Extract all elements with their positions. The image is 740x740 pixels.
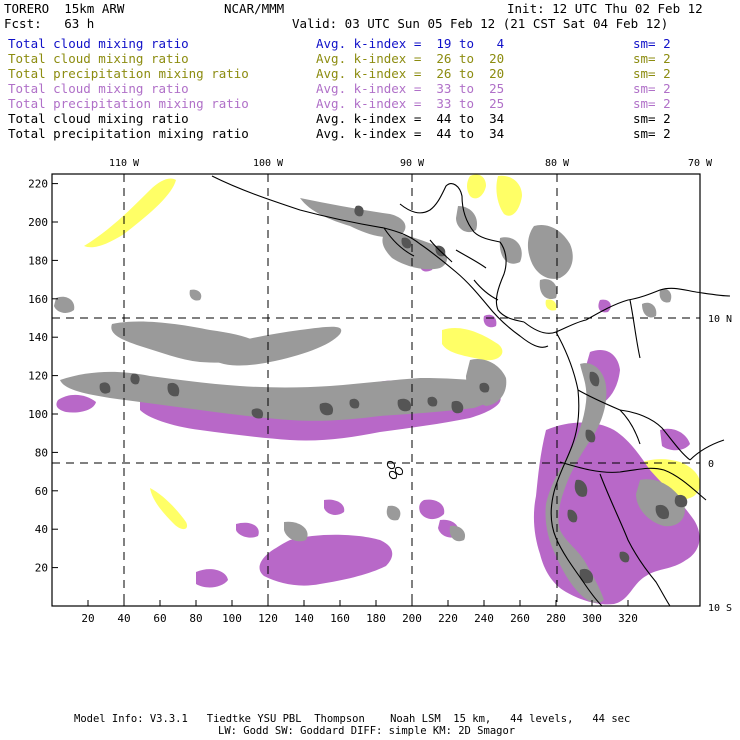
- legend-sm-4: sm= 2: [633, 81, 671, 96]
- longitude-label: 90 W: [400, 158, 425, 169]
- x-tick-label: 120: [258, 612, 278, 625]
- latitude-label: 10 N: [708, 314, 732, 325]
- longitude-label: 80 W: [545, 158, 570, 169]
- legend-sm-1: sm= 2: [633, 36, 671, 51]
- legend-sm-2: sm= 2: [633, 51, 671, 66]
- y-tick-label: 220: [28, 178, 48, 191]
- lat-lon-grid: [52, 174, 700, 606]
- y-axis-labels: 20 40 60 80 100 120 140 160 180 200 220: [28, 178, 48, 575]
- x-tick-label: 280: [546, 612, 566, 625]
- x-tick-label: 80: [189, 612, 202, 625]
- y-tick-label: 100: [28, 408, 48, 421]
- legend-kindex-7: Avg. k-index = 44 to 34: [316, 126, 505, 141]
- legend-kindex-4: Avg. k-index = 33 to 25: [316, 81, 505, 96]
- legend-sm-3: sm= 2: [633, 66, 671, 81]
- y-tick-label: 180: [28, 254, 48, 267]
- y-tick-label: 140: [28, 331, 48, 344]
- x-axis-labels: 20 40 60 80 100 120 140 160 180 200 220 240 260 280 30…: [81, 612, 638, 625]
- legend-field-1: Total cloud mixing ratio: [8, 36, 189, 51]
- y-tick-label: 60: [35, 485, 48, 498]
- legend-field-7: Total precipitation mixing ratio: [8, 126, 249, 141]
- y-tick-label: 40: [35, 523, 48, 536]
- coastlines: [211, 175, 731, 607]
- y-tick-label: 160: [28, 293, 48, 306]
- legend-kindex-5: Avg. k-index = 33 to 25: [316, 96, 505, 111]
- longitude-label: 70 W: [688, 158, 713, 169]
- legend-sm-7: sm= 2: [633, 126, 671, 141]
- x-tick-label: 220: [438, 612, 458, 625]
- y-tick-label: 20: [35, 562, 48, 575]
- x-tick-label: 300: [582, 612, 602, 625]
- x-tick-label: 320: [618, 612, 638, 625]
- dark-cloud-cores: [99, 205, 688, 584]
- physics-info-line: LW: Godd SW: Goddard DIFF: simple KM: 2D…: [218, 725, 516, 737]
- latitude-label: 10 S: [708, 603, 732, 614]
- x-tick-label: 260: [510, 612, 530, 625]
- latitude-labels: 10 N 0 10 S: [708, 314, 732, 614]
- latitude-label: 0: [708, 459, 714, 470]
- legend-kindex-2: Avg. k-index = 26 to 20: [316, 51, 505, 66]
- x-tick-label: 160: [330, 612, 350, 625]
- init-time: Init: 12 UTC Thu 02 Feb 12: [507, 1, 703, 16]
- longitude-labels: 110 W 100 W 90 W 80 W 70 W: [109, 158, 713, 169]
- x-tick-label: 40: [117, 612, 130, 625]
- axis-ticks: [52, 183, 629, 606]
- model-name: TORERO 15km ARW: [4, 1, 125, 16]
- x-tick-label: 200: [402, 612, 422, 625]
- legend-field-5: Total precipitation mixing ratio: [8, 96, 249, 111]
- forecast-hour: Fcst: 63 h: [4, 16, 95, 31]
- x-tick-label: 60: [153, 612, 166, 625]
- y-tick-label: 200: [28, 216, 48, 229]
- institution-label: NCAR/MMM: [224, 1, 285, 16]
- x-tick-label: 20: [81, 612, 94, 625]
- galapagos-islands: [387, 461, 403, 479]
- x-tick-label: 100: [222, 612, 242, 625]
- x-tick-label: 140: [294, 612, 314, 625]
- legend-field-4: Total cloud mixing ratio: [8, 81, 189, 96]
- legend-kindex-1: Avg. k-index = 19 to 4: [316, 36, 505, 51]
- legend-kindex-3: Avg. k-index = 26 to 20: [316, 66, 505, 81]
- longitude-label: 110 W: [109, 158, 140, 169]
- valid-time: Valid: 03 UTC Sun 05 Feb 12 (21 CST Sat …: [292, 16, 669, 31]
- x-tick-label: 240: [474, 612, 494, 625]
- longitude-label: 100 W: [253, 158, 284, 169]
- legend-sm-6: sm= 2: [633, 111, 671, 126]
- y-tick-label: 120: [28, 370, 48, 383]
- legend-field-2: Total cloud mixing ratio: [8, 51, 189, 66]
- y-tick-label: 80: [35, 446, 48, 459]
- model-info-line: Model Info: V3.3.1 Tiedtke YSU PBL Thomp…: [74, 713, 631, 725]
- legend-field-6: Total cloud mixing ratio: [8, 111, 189, 126]
- legend-sm-5: sm= 2: [633, 96, 671, 111]
- legend-kindex-6: Avg. k-index = 44 to 34: [316, 111, 505, 126]
- x-tick-label: 180: [366, 612, 386, 625]
- legend-field-3: Total precipitation mixing ratio: [8, 66, 249, 81]
